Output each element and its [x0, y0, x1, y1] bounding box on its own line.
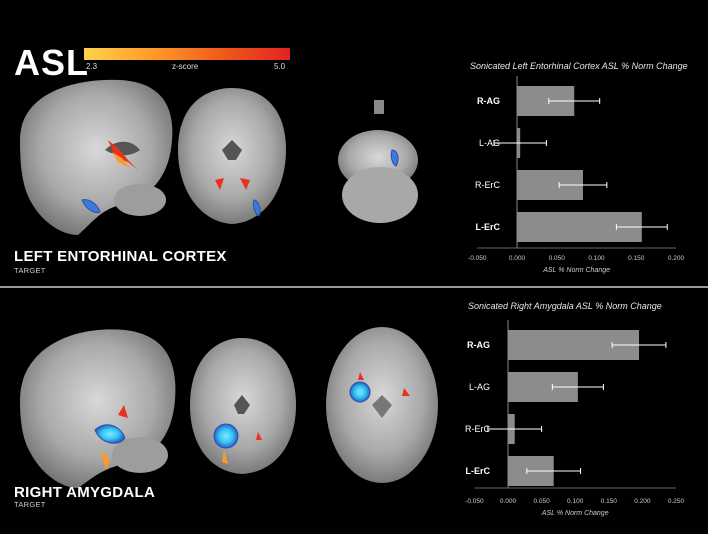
tick-label: 0.100 [588, 255, 605, 262]
tick-label: 0.100 [567, 498, 584, 505]
panel-divider [0, 286, 708, 288]
tick-label: 0.050 [533, 498, 550, 505]
category-label-r-erc: R-ErC [475, 180, 500, 190]
axial-slice-top [338, 100, 418, 223]
tick-label: 0.150 [628, 255, 645, 262]
x-axis-label: ASL % Norm Change [542, 267, 610, 274]
axial-slice-bottom [326, 327, 438, 483]
category-label-l-ag: L-AG [469, 382, 490, 392]
category-label-l-erc: L-ErC [476, 222, 501, 232]
tick-label: -0.050 [465, 498, 484, 505]
tick-label: 0.250 [668, 498, 685, 505]
colorbar-max-label: 5.0 [274, 62, 286, 71]
chart-title-bottom: Sonicated Right Amygdala ASL % Norm Chan… [468, 301, 662, 311]
coronal-slice-bottom [190, 338, 296, 474]
zscore-colorbar [84, 48, 290, 60]
colorbar-title: z-score [172, 62, 199, 71]
x-axis-label: ASL % Norm Change [541, 510, 609, 517]
coronal-slice-top [178, 88, 286, 224]
tick-label: 0.150 [601, 498, 618, 505]
colorbar-min-label: 2.3 [86, 62, 98, 71]
chart-title-top: Sonicated Left Entorhinal Cortex ASL % N… [470, 61, 688, 71]
tick-label: 0.200 [668, 255, 685, 262]
category-label-r-ag: R-AG [477, 96, 500, 106]
tick-label: 0.050 [549, 255, 566, 262]
tick-label: 0.000 [509, 255, 526, 262]
modality-title: ASL [14, 42, 89, 83]
region-sublabel-top: TARGET [14, 266, 46, 275]
tick-label: 0.200 [634, 498, 651, 505]
region-label-top: LEFT ENTORHINAL CORTEX [14, 248, 227, 265]
region-sublabel-bottom: TARGET [14, 500, 46, 509]
category-label-r-ag: R-AG [467, 340, 490, 350]
tick-label: 0.000 [500, 498, 517, 505]
sagittal-slice-bottom [20, 329, 176, 488]
tick-label: -0.050 [468, 255, 487, 262]
category-label-l-erc: L-ErC [466, 466, 491, 476]
sagittal-slice-top [20, 79, 173, 235]
region-label-bottom: RIGHT AMYGDALA [14, 484, 156, 501]
category-label-l-ag: L-AG [479, 138, 500, 148]
category-label-r-erc: R-ErC [465, 424, 490, 434]
